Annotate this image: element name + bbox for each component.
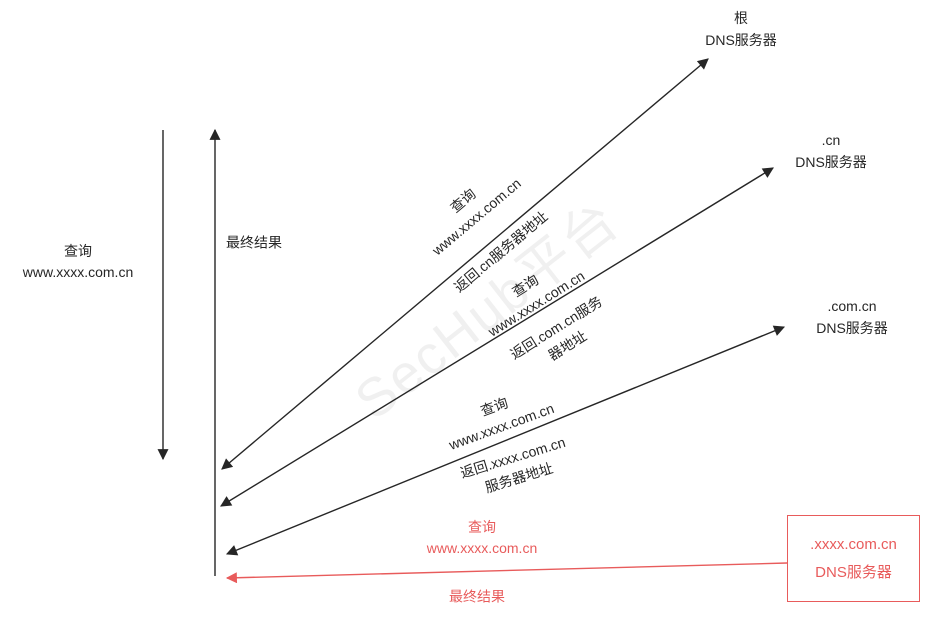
xxxx-dns-node: .xxxx.com.cn DNS服务器 <box>787 515 920 602</box>
final-query-label: 查询 www.xxxx.com.cn <box>426 519 538 556</box>
final-result-red-arrow <box>225 562 788 584</box>
client-query-label: 查询 www.xxxx.com.cn <box>22 243 134 280</box>
comcn-dns-node: .com.cn DNS服务器 <box>816 298 888 336</box>
root-dns-node: 根 DNS服务器 <box>705 10 777 48</box>
comcn-dns-query-return-arrow <box>225 325 786 556</box>
final-result-label: 最终结果 <box>449 588 505 605</box>
final-result-up-label: 最终结果 <box>226 234 282 251</box>
cn-dns-node: .cn DNS服务器 <box>795 132 867 170</box>
